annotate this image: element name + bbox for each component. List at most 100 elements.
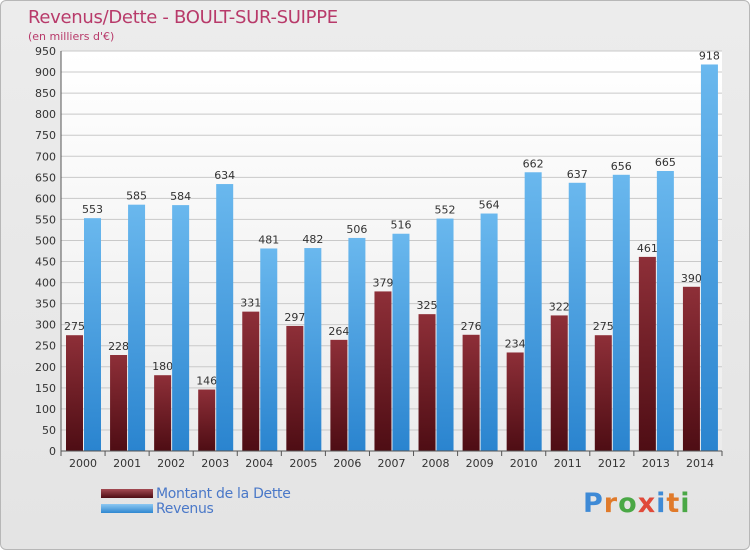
x-tick-label: 2000 xyxy=(69,457,97,470)
x-tick-label: 2014 xyxy=(686,457,714,470)
data-label-revenus: 634 xyxy=(214,169,235,182)
y-tick-label: 600 xyxy=(35,192,56,205)
bar-dette xyxy=(110,355,128,451)
data-label-dette: 146 xyxy=(196,375,217,388)
data-label-dette: 234 xyxy=(505,337,526,350)
x-tick-label: 2005 xyxy=(289,457,317,470)
y-tick-label: 0 xyxy=(49,445,56,458)
bar-dette xyxy=(682,286,700,451)
bar-revenus xyxy=(84,218,101,451)
data-label-revenus: 564 xyxy=(479,199,500,212)
data-label-dette: 331 xyxy=(240,297,261,310)
bar-dette xyxy=(330,339,348,451)
data-label-revenus: 553 xyxy=(82,203,103,216)
x-tick-label: 2009 xyxy=(466,457,494,470)
y-tick-label: 150 xyxy=(35,382,56,395)
y-tick-label: 100 xyxy=(35,403,56,416)
data-label-dette: 264 xyxy=(328,325,349,338)
data-label-revenus: 516 xyxy=(390,219,411,232)
data-label-revenus: 482 xyxy=(302,233,323,246)
legend-label-dette: Montant de la Dette xyxy=(156,486,291,502)
x-tick-label: 2010 xyxy=(510,457,538,470)
data-label-revenus: 656 xyxy=(611,160,632,173)
x-tick-label: 2001 xyxy=(113,457,141,470)
bar-revenus xyxy=(656,171,674,451)
y-tick-label: 300 xyxy=(35,319,56,332)
y-tick-label: 700 xyxy=(35,150,56,163)
bar-revenus xyxy=(128,204,146,451)
y-tick-label: 250 xyxy=(35,340,56,353)
bar-dette xyxy=(462,334,480,451)
x-tick-label: 2007 xyxy=(378,457,406,470)
bar-revenus xyxy=(480,213,498,451)
y-tick-label: 350 xyxy=(35,298,56,311)
bar-dette xyxy=(638,256,656,451)
data-label-revenus: 918 xyxy=(699,49,720,62)
bar-revenus xyxy=(260,248,278,451)
bar-dette xyxy=(550,315,568,451)
data-label-dette: 461 xyxy=(637,242,658,255)
bar-revenus xyxy=(216,184,234,452)
bar-revenus xyxy=(436,218,454,451)
data-label-revenus: 481 xyxy=(258,233,279,246)
data-label-revenus: 662 xyxy=(523,157,544,170)
x-tick-label: 2002 xyxy=(157,457,185,470)
data-label-dette: 390 xyxy=(681,272,702,285)
y-tick-label: 800 xyxy=(35,108,56,121)
bar-dette xyxy=(242,311,260,451)
bar-dette xyxy=(374,291,392,451)
y-tick-label: 950 xyxy=(35,45,56,58)
bar-revenus xyxy=(700,64,718,451)
logo-letter: o xyxy=(618,488,638,519)
data-label-revenus: 584 xyxy=(170,190,191,203)
bar-dette xyxy=(286,325,304,451)
data-label-dette: 228 xyxy=(108,340,129,353)
data-label-dette: 276 xyxy=(461,320,482,333)
bar-revenus xyxy=(172,205,190,451)
bar-dette xyxy=(154,375,172,451)
chart-title: Revenus/Dette - BOULT-SUR-SUIPPE xyxy=(28,7,338,28)
y-tick-label: 450 xyxy=(35,256,56,269)
bar-revenus xyxy=(348,237,366,451)
data-label-revenus: 506 xyxy=(346,223,367,236)
legend-swatch-revenus xyxy=(101,504,153,513)
y-tick-label: 50 xyxy=(42,424,56,437)
x-tick-label: 2013 xyxy=(642,457,670,470)
data-label-dette: 275 xyxy=(64,320,85,333)
chart-subtitle: (en milliers d'€) xyxy=(28,30,115,43)
data-label-dette: 379 xyxy=(372,276,393,289)
data-label-dette: 297 xyxy=(284,311,305,324)
data-label-dette: 180 xyxy=(152,360,173,373)
data-label-revenus: 585 xyxy=(126,190,147,203)
y-tick-label: 900 xyxy=(35,66,56,79)
proxiti-logo: Proxiti xyxy=(583,488,691,519)
logo-letter: i xyxy=(680,488,691,519)
bar-revenus xyxy=(304,248,322,451)
y-tick-label: 400 xyxy=(35,277,56,290)
logo-letter: t xyxy=(666,488,681,519)
bar-revenus xyxy=(568,182,586,451)
bar-revenus xyxy=(392,233,410,451)
x-tick-label: 2008 xyxy=(422,457,450,470)
y-tick-label: 750 xyxy=(35,129,56,142)
x-tick-label: 2004 xyxy=(245,457,273,470)
bar-revenus xyxy=(524,172,542,451)
bar-dette xyxy=(506,352,524,451)
x-tick-label: 2011 xyxy=(554,457,582,470)
x-tick-label: 2012 xyxy=(598,457,626,470)
bar-dette xyxy=(418,314,436,451)
data-label-dette: 322 xyxy=(549,300,570,313)
data-label-dette: 325 xyxy=(417,299,438,312)
data-label-revenus: 637 xyxy=(567,168,588,181)
plot-area xyxy=(61,51,722,451)
y-tick-label: 550 xyxy=(35,213,56,226)
data-label-revenus: 552 xyxy=(435,204,456,217)
legend-swatch-dette xyxy=(101,489,153,498)
legend-label-revenus: Revenus xyxy=(156,501,214,517)
data-label-dette: 275 xyxy=(593,320,614,333)
logo-letter: x xyxy=(637,488,657,519)
y-tick-label: 200 xyxy=(35,361,56,374)
logo-letter: P xyxy=(583,488,604,519)
